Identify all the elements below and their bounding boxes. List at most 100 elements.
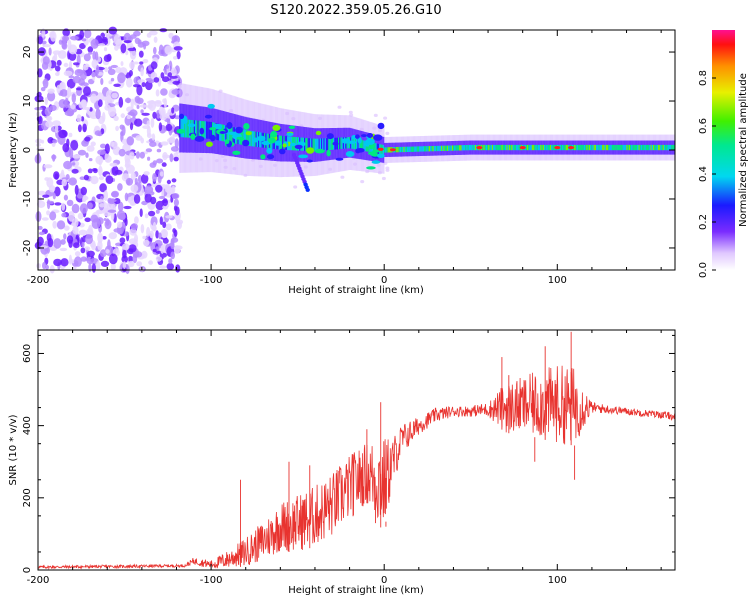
band-blob xyxy=(176,128,186,134)
figure-title: S120.2022.359.05.26.G10 xyxy=(270,3,441,18)
band-core xyxy=(501,144,504,151)
band-core xyxy=(417,146,420,152)
noise-speckle xyxy=(118,148,126,157)
snr-xlabel: Height of straight line (km) xyxy=(288,585,424,596)
band-core xyxy=(580,144,583,151)
band-core xyxy=(204,121,207,139)
noise-speckle xyxy=(129,49,137,60)
band-blob xyxy=(306,147,315,154)
band-core xyxy=(398,146,401,153)
noise-speckle xyxy=(162,221,167,229)
noise-speckle xyxy=(144,185,154,195)
band-core xyxy=(339,137,341,150)
band-core xyxy=(329,138,332,150)
band-core xyxy=(244,129,247,146)
peak-spot xyxy=(568,146,575,150)
noise-speckle xyxy=(110,203,117,215)
band-core xyxy=(565,144,568,151)
noise-speckle xyxy=(42,56,50,65)
y-tick-label: 10 xyxy=(22,95,33,108)
noise-speckle xyxy=(73,62,80,66)
band-core xyxy=(617,144,620,151)
noise-speckle xyxy=(155,184,163,193)
band-core xyxy=(419,146,421,152)
noise-speckle xyxy=(162,205,169,210)
noise-speckle xyxy=(113,34,122,46)
noise-speckle xyxy=(86,145,95,152)
noise-speckle xyxy=(167,72,172,78)
band-blob xyxy=(270,131,278,138)
faint-speckle xyxy=(337,105,342,109)
band-blob xyxy=(209,134,216,142)
noise-speckle xyxy=(78,229,88,236)
noise-speckle xyxy=(155,230,159,239)
noise-speckle xyxy=(90,175,99,185)
band-core xyxy=(179,118,181,138)
noise-speckle xyxy=(42,194,50,198)
band-core xyxy=(210,122,213,139)
faint-speckle xyxy=(293,185,298,189)
noise-speckle xyxy=(66,235,74,244)
noise-speckle xyxy=(152,248,157,253)
noise-speckle xyxy=(103,218,107,221)
snr-chart: -200 -100 0 100 0 200 400 600 Height of straigh… xyxy=(8,329,676,596)
band-core xyxy=(482,144,484,151)
noise-speckle xyxy=(38,196,42,204)
noise-speckle xyxy=(140,137,144,144)
band-blob xyxy=(219,131,226,134)
noise-speckle xyxy=(148,210,156,217)
band-core xyxy=(466,145,469,151)
noise-speckle xyxy=(159,113,168,121)
band-core xyxy=(192,120,195,138)
band-blob xyxy=(232,150,241,155)
band-core xyxy=(650,144,653,151)
noise-speckle xyxy=(86,250,95,257)
noise-speckle xyxy=(87,168,93,174)
band-core xyxy=(616,144,619,151)
noise-speckle xyxy=(97,149,106,155)
noise-speckle xyxy=(71,218,79,228)
band-blob xyxy=(294,144,303,149)
band-core xyxy=(208,121,211,139)
noise-speckle xyxy=(42,44,51,48)
band-core xyxy=(471,144,474,151)
band-core xyxy=(633,144,636,151)
noise-speckle xyxy=(70,104,76,110)
noise-speckle xyxy=(160,141,169,146)
noise-speckle xyxy=(108,232,118,240)
noise-speckle xyxy=(144,213,149,219)
noise-speckle xyxy=(80,256,88,262)
band-core xyxy=(353,138,356,150)
band-core xyxy=(662,144,665,151)
band-core xyxy=(493,144,495,151)
noise-speckle xyxy=(130,184,139,193)
noise-speckle xyxy=(90,214,99,223)
noise-speckle xyxy=(98,43,106,47)
band-core xyxy=(461,145,464,151)
band-core xyxy=(592,144,595,151)
noise-speckle xyxy=(125,77,133,88)
y-tick-label: 20 xyxy=(22,46,33,59)
noise-speckle xyxy=(83,53,91,62)
noise-speckle xyxy=(174,138,179,149)
band-core xyxy=(660,144,663,151)
noise-speckle xyxy=(110,262,116,271)
noise-speckle xyxy=(122,261,127,269)
noise-speckle xyxy=(85,234,93,245)
band-core xyxy=(640,144,643,151)
band-core xyxy=(460,145,463,151)
band-core xyxy=(474,144,477,151)
noise-speckle xyxy=(120,61,124,67)
noise-speckle xyxy=(47,88,55,94)
x-tick-label: 0 xyxy=(381,275,387,286)
noise-speckle xyxy=(162,98,167,104)
band-blob xyxy=(236,136,244,140)
noise-speckle xyxy=(67,39,72,51)
band-core xyxy=(644,144,647,151)
noise-speckle xyxy=(173,198,179,207)
colorbar-tick-label: 0.0 xyxy=(698,262,709,278)
noise-speckle xyxy=(170,239,175,250)
band-blob xyxy=(279,148,286,155)
noise-speckle xyxy=(153,46,157,55)
band-core xyxy=(615,144,618,151)
